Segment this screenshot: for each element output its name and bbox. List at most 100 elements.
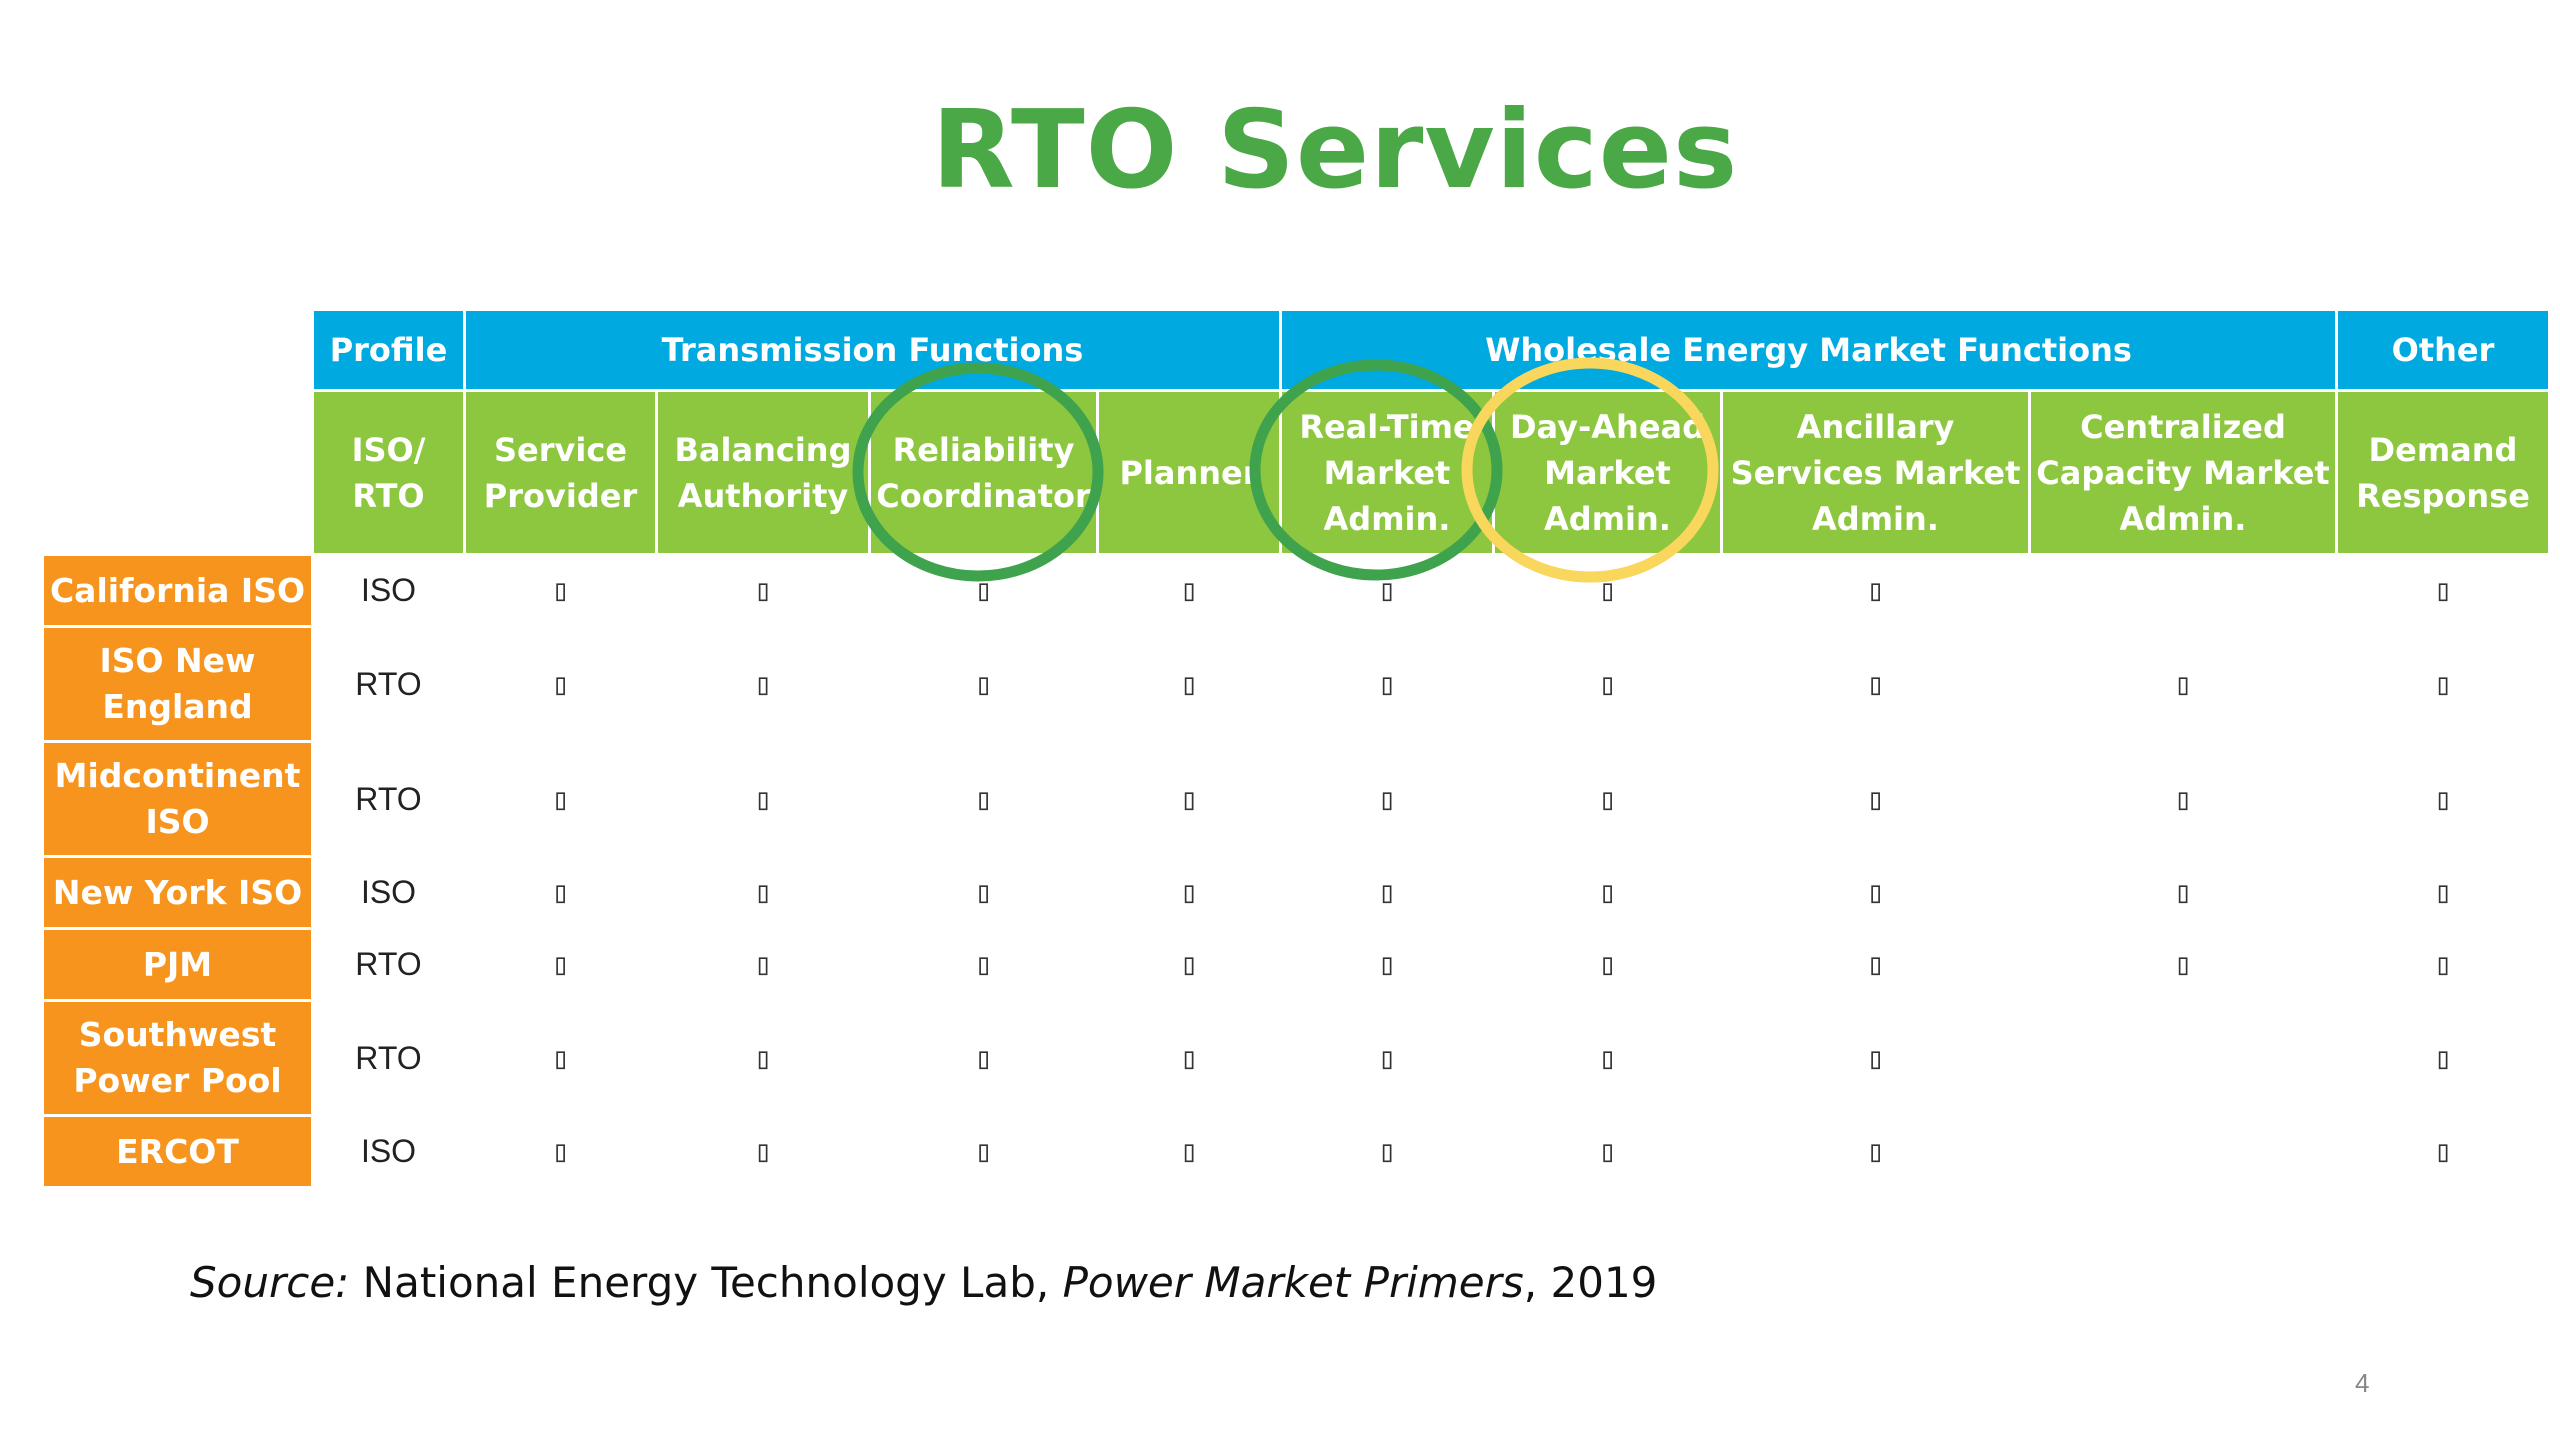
mark-cell: ▯ [1598, 781, 1617, 817]
mark-cell: ▯ [1866, 781, 1885, 817]
mark-cell: ▯ [1598, 947, 1617, 982]
mark-cell: ▯ [1179, 1134, 1199, 1169]
table-row: New York ISO ISO ▯ ▯ ▯ ▯ ▯ ▯ ▯ ▯ ▯ [41, 855, 2551, 930]
table-row: California ISO ISO ▯ ▯ ▯ ▯ ▯ ▯ ▯ ▯ [41, 553, 2551, 628]
mark-cell: ▯ [974, 875, 993, 910]
column-header: Day-Ahead Market Admin. [1492, 389, 1723, 556]
mark-cell: ▯ [1598, 573, 1617, 608]
mark-cell: ▯ [2433, 573, 2453, 608]
mark-cell: ▯ [2173, 875, 2193, 910]
profile-cell: ISO [311, 1114, 466, 1189]
row-header: ISO New England [41, 625, 314, 743]
row-header: ERCOT [41, 1114, 314, 1189]
mark-cell: ▯ [2433, 781, 2453, 817]
row-header: California ISO [41, 553, 314, 628]
mark-cell: ▯ [1377, 666, 1397, 702]
mark-cell: ▯ [1179, 666, 1199, 702]
mark-cell: ▯ [1598, 1040, 1617, 1076]
mark-cell: ▯ [1179, 947, 1199, 982]
mark-cell: ▯ [974, 573, 993, 608]
corner-blank [41, 389, 314, 556]
mark-cell: ▯ [1866, 1134, 1885, 1169]
mark-cell: ▯ [974, 947, 993, 982]
row-header: Southwest Power Pool [41, 999, 314, 1117]
mark-cell: ▯ [974, 781, 993, 817]
mark-cell: ▯ [551, 573, 570, 608]
mark-cell: ▯ [2173, 947, 2193, 982]
mark-cell: ▯ [974, 666, 993, 702]
mark-cell: ▯ [2433, 1134, 2453, 1169]
row-header: PJM [41, 927, 314, 1002]
mark-cell: ▯ [1377, 573, 1397, 608]
mark-cell: ▯ [2173, 666, 2193, 702]
mark-cell: ▯ [1377, 1040, 1397, 1076]
source-citation: Source: National Energy Technology Lab, … [190, 1258, 1658, 1307]
profile-cell: RTO [311, 740, 466, 858]
mark-cell: ▯ [551, 1134, 570, 1169]
mark-cell: ▯ [1179, 573, 1199, 608]
mark-cell: ▯ [1866, 573, 1885, 608]
group-header-transmission: Transmission Functions [463, 308, 1282, 392]
mark-cell: ▯ [1598, 666, 1617, 702]
mark-cell: ▯ [1866, 875, 1885, 910]
mark-cell: ▯ [753, 666, 773, 702]
group-header-wholesale: Wholesale Energy Market Functions [1279, 308, 2338, 392]
mark-cell: ▯ [1179, 1040, 1199, 1076]
mark-cell: ▯ [974, 1040, 993, 1076]
profile-cell: RTO [311, 999, 466, 1117]
mark-cell: ▯ [1598, 1134, 1617, 1169]
mark-cell: ▯ [551, 1040, 570, 1076]
mark-cell: ▯ [753, 947, 773, 982]
column-header: Service Provider [463, 389, 658, 556]
group-header-profile: Profile [311, 308, 466, 392]
profile-cell: RTO [311, 625, 466, 743]
mark-cell: ▯ [551, 666, 570, 702]
mark-cell: ▯ [1866, 666, 1885, 702]
mark-cell: ▯ [2433, 666, 2453, 702]
table-row: ERCOT ISO ▯ ▯ ▯ ▯ ▯ ▯ ▯ ▯ [41, 1114, 2551, 1189]
column-header: Ancillary Services Market Admin. [1720, 389, 2031, 556]
mark-cell: ▯ [2433, 875, 2453, 910]
corner-blank [41, 308, 314, 392]
mark-cell: ▯ [2433, 947, 2453, 982]
group-header-other: Other [2335, 308, 2551, 392]
mark-cell: ▯ [1377, 781, 1397, 817]
profile-cell: ISO [311, 855, 466, 930]
mark-cell: ▯ [753, 875, 773, 910]
mark-cell: ▯ [1377, 1134, 1397, 1169]
table-row: Southwest Power Pool RTO ▯ ▯ ▯ ▯ ▯ ▯ ▯ ▯ [41, 999, 2551, 1117]
table-row: Midcontinent ISO RTO ▯ ▯ ▯ ▯ ▯ ▯ ▯ ▯ ▯ [41, 740, 2551, 858]
mark-cell: ▯ [753, 781, 773, 817]
mark-cell: ▯ [1377, 875, 1397, 910]
mark-cell: ▯ [753, 1134, 773, 1169]
mark-cell: ▯ [1598, 875, 1617, 910]
mark-cell: ▯ [551, 947, 570, 982]
mark-cell: ▯ [753, 573, 773, 608]
mark-cell: ▯ [2433, 1040, 2453, 1076]
column-header: Reliability Coordinator [868, 389, 1099, 556]
mark-cell: ▯ [753, 1040, 773, 1076]
column-header: ISO/RTO [311, 389, 466, 556]
column-header: Demand Response [2335, 389, 2551, 556]
mark-cell: ▯ [1866, 1040, 1885, 1076]
table-row: PJM RTO ▯ ▯ ▯ ▯ ▯ ▯ ▯ ▯ ▯ [41, 927, 2551, 1002]
mark-cell: ▯ [1377, 947, 1397, 982]
mark-cell: ▯ [551, 875, 570, 910]
row-header: Midcontinent ISO [41, 740, 314, 858]
mark-cell: ▯ [1179, 781, 1199, 817]
rto-services-table: Profile Transmission Functions Wholesale… [41, 308, 2551, 1189]
mark-cell: ▯ [974, 1134, 993, 1169]
mark-cell: ▯ [2173, 781, 2193, 817]
profile-cell: RTO [311, 927, 466, 1002]
mark-cell: ▯ [551, 781, 570, 817]
mark-cell: ▯ [1866, 947, 1885, 982]
column-header: Planner [1096, 389, 1282, 556]
profile-cell: ISO [311, 553, 466, 628]
table-row: ISO New England RTO ▯ ▯ ▯ ▯ ▯ ▯ ▯ ▯ ▯ [41, 625, 2551, 743]
row-header: New York ISO [41, 855, 314, 930]
mark-cell: ▯ [1179, 875, 1199, 910]
page-number: 4 [2355, 1368, 2370, 1398]
column-header: Centralized Capacity Market Admin. [2028, 389, 2338, 556]
column-header: Balancing Authority [655, 389, 871, 556]
slide-title: RTO Services [931, 88, 1739, 213]
